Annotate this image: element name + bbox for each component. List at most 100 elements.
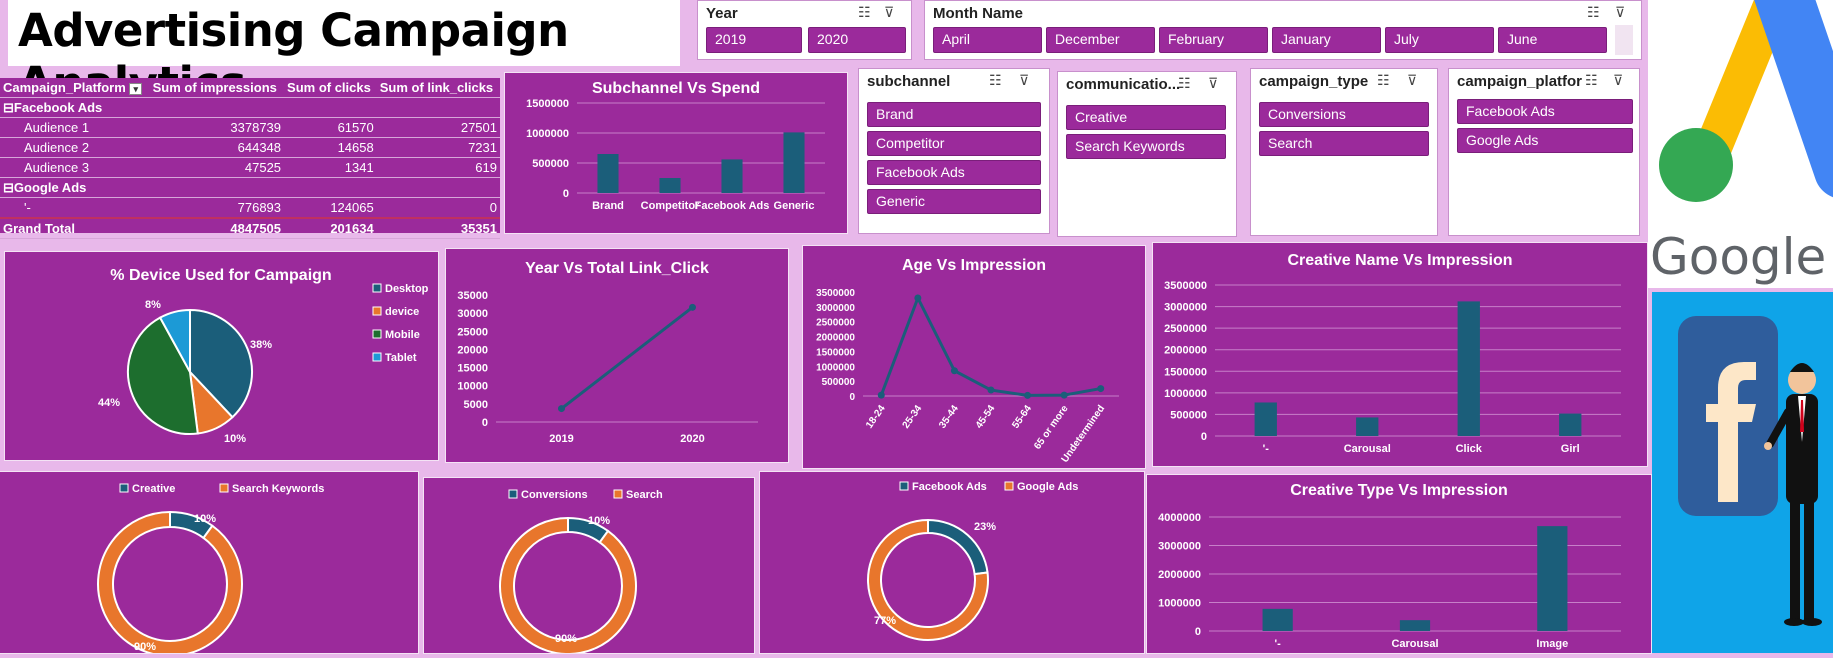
slicer-scrollbar[interactable] <box>1615 25 1633 55</box>
x-tick-label: '- <box>1263 443 1270 455</box>
x-tick-label: 25-34 <box>901 403 925 431</box>
data-point <box>1060 391 1068 399</box>
y-tick-label: 25000 <box>457 326 488 338</box>
y-tick-label: 1000000 <box>1164 388 1207 400</box>
y-tick-label: 2000000 <box>1164 345 1207 357</box>
chart-comm-donut-panel[interactable]: 10% 90% Creative Search Keywords <box>0 471 419 657</box>
legend-label: Conversions <box>521 489 588 501</box>
y-tick-label: 1500000 <box>526 98 569 110</box>
pivot-header-link-clicks: Sum of link_clicks <box>376 78 500 98</box>
pivot-group-label: Google Ads <box>13 179 87 195</box>
slicer-campaign-platform-item[interactable]: Google Ads <box>1457 128 1633 153</box>
y-tick-label: 35000 <box>457 290 488 302</box>
multi-select-icon[interactable]: ☷ <box>1585 72 1598 88</box>
slicer-subchannel-item[interactable]: Facebook Ads <box>867 160 1041 185</box>
slicer-subchannel-item[interactable]: Generic <box>867 189 1041 214</box>
legend-swatch <box>1004 481 1014 491</box>
series-line <box>879 294 1101 397</box>
y-tick-label: 15000 <box>457 363 488 375</box>
slicer-month-item-april[interactable]: April <box>933 27 1042 53</box>
legend-swatch <box>899 481 909 491</box>
clear-filter-icon[interactable]: ⊽ <box>1613 72 1624 88</box>
multi-select-icon[interactable]: ☷ <box>1178 75 1191 91</box>
filter-dropdown-icon[interactable]: ▾ <box>129 83 142 95</box>
pie-slice <box>867 518 989 641</box>
chart-type-donut-panel[interactable]: 10% 90% Conversions Search <box>423 477 755 655</box>
slicer-month-item-july[interactable]: July <box>1385 27 1494 53</box>
slicer-month-item-december[interactable]: December <box>1046 27 1155 53</box>
legend-label: Creative <box>132 483 175 495</box>
data-label: 10% <box>194 513 216 525</box>
y-tick-label: 1500000 <box>816 347 855 358</box>
slicer-month-item-february[interactable]: February <box>1159 27 1268 53</box>
pie-slice <box>97 510 243 657</box>
chart-platform-donut: 23% 77% Facebook Ads Google Ads <box>867 481 1078 641</box>
clear-filter-icon[interactable]: ⊽ <box>1407 72 1418 88</box>
y-tick-label: 0 <box>849 392 855 403</box>
slicer-month-item-january[interactable]: January <box>1272 27 1381 53</box>
pivot-header-platform[interactable]: Campaign_Platform ▾ <box>0 78 150 98</box>
table-row: Audience 1 3378739 61570 27501 <box>0 117 500 138</box>
y-tick-label: 10000 <box>457 381 488 393</box>
multi-select-icon[interactable]: ☷ <box>858 4 871 20</box>
slicer-month-item-june[interactable]: June <box>1498 27 1607 53</box>
y-tick-label: 20000 <box>457 344 488 356</box>
slicer-communication: communicatio... ☷ ⊽ Creative Search Keyw… <box>1057 71 1237 237</box>
y-tick-label: 500000 <box>822 377 856 388</box>
slicer-campaign-type-item[interactable]: Search <box>1259 131 1429 156</box>
slicer-campaign-type-item[interactable]: Conversions <box>1259 102 1429 127</box>
pivot-group-row[interactable]: ⊟Facebook Ads <box>0 97 500 118</box>
slicer-campaign-type-header: campaign_type <box>1259 73 1369 90</box>
slicer-communication-header: communicatio... <box>1066 76 1181 93</box>
chart-device-panel[interactable]: % Device Used for Campaign 38% 10% 44% 8% Des… <box>4 251 439 461</box>
collapse-icon[interactable]: ⊟ <box>3 99 14 115</box>
multi-select-icon[interactable]: ☷ <box>1377 72 1390 88</box>
slicer-subchannel-item[interactable]: Competitor <box>867 131 1041 156</box>
chart-creative-name-panel[interactable]: Creative Name Vs Impression 0 500000 100000… <box>1152 242 1648 467</box>
slicer-year-item-2020[interactable]: 2020 <box>808 27 906 53</box>
pivot-group-row[interactable]: ⊟Google Ads <box>0 177 500 198</box>
multi-select-icon[interactable]: ☷ <box>989 72 1002 88</box>
chart-subchannel-panel[interactable]: Subchannel Vs Spend 0 500000 1000000 1500000… <box>504 72 848 234</box>
slicer-campaign-platform-item[interactable]: Facebook Ads <box>1457 99 1633 124</box>
clear-filter-icon[interactable]: ⊽ <box>1019 72 1030 88</box>
chart-age-panel[interactable]: Age Vs Impression 0 500000 1000000 1500000 20… <box>802 245 1146 469</box>
clear-filter-icon[interactable]: ⊽ <box>1615 4 1626 20</box>
chart-platform-donut-panel[interactable]: 23% 77% Facebook Ads Google Ads <box>759 471 1145 654</box>
collapse-icon[interactable]: ⊟ <box>3 179 14 195</box>
legend-swatch <box>219 483 229 493</box>
chart-title: Creative Type Vs Impression <box>1290 482 1508 499</box>
slicer-communication-item[interactable]: Creative <box>1066 105 1226 130</box>
bar <box>1262 608 1293 631</box>
multi-select-icon[interactable]: ☷ <box>1587 4 1600 20</box>
chart-year-panel[interactable]: Year Vs Total Link_Click 0 5000 10000 15000 2… <box>445 248 789 463</box>
chart-creative-type-panel[interactable]: Creative Type Vs Impression 0 1000000 20000… <box>1146 474 1652 654</box>
x-tick-label: '- <box>1275 638 1282 650</box>
bar <box>659 178 681 193</box>
x-tick-label: Image <box>1536 638 1568 650</box>
slicer-subchannel-item[interactable]: Brand <box>867 102 1041 127</box>
table-row: Audience 2 644348 14658 7231 <box>0 137 500 158</box>
chart-age: Age Vs Impression 0 500000 1000000 1500000 20… <box>816 257 1119 465</box>
chart-year: Year Vs Total Link_Click 0 5000 10000 15000 2… <box>457 260 758 445</box>
clear-filter-icon[interactable]: ⊽ <box>1208 75 1219 91</box>
slicer-communication-item[interactable]: Search Keywords <box>1066 134 1226 159</box>
clear-filter-icon[interactable]: ⊽ <box>884 4 895 20</box>
slicer-year-item-2019[interactable]: 2019 <box>706 27 802 53</box>
google-ads-logo-mark <box>1659 0 1833 202</box>
data-label: 10% <box>224 433 246 445</box>
legend-label: Search <box>626 489 663 501</box>
y-tick-label: 500000 <box>532 158 569 170</box>
x-tick-label: 2020 <box>680 433 704 445</box>
y-tick-label: 30000 <box>457 308 488 320</box>
y-tick-label: 3500000 <box>816 288 855 299</box>
y-tick-label: 1000000 <box>526 128 569 140</box>
data-label: 10% <box>588 515 610 527</box>
y-tick-label: 3000000 <box>1158 541 1201 553</box>
slicer-campaign-type: campaign_type ☷ ⊽ Conversions Search <box>1250 68 1438 236</box>
slicer-month: Month Name ☷ ⊽ April December February J… <box>924 0 1642 60</box>
slicer-campaign-platform: campaign_platform ☷ ⊽ Facebook Ads Googl… <box>1448 68 1640 236</box>
y-tick-label: 3500000 <box>1164 280 1207 292</box>
pie-slice <box>189 308 253 419</box>
x-tick-label: Click <box>1456 443 1483 455</box>
